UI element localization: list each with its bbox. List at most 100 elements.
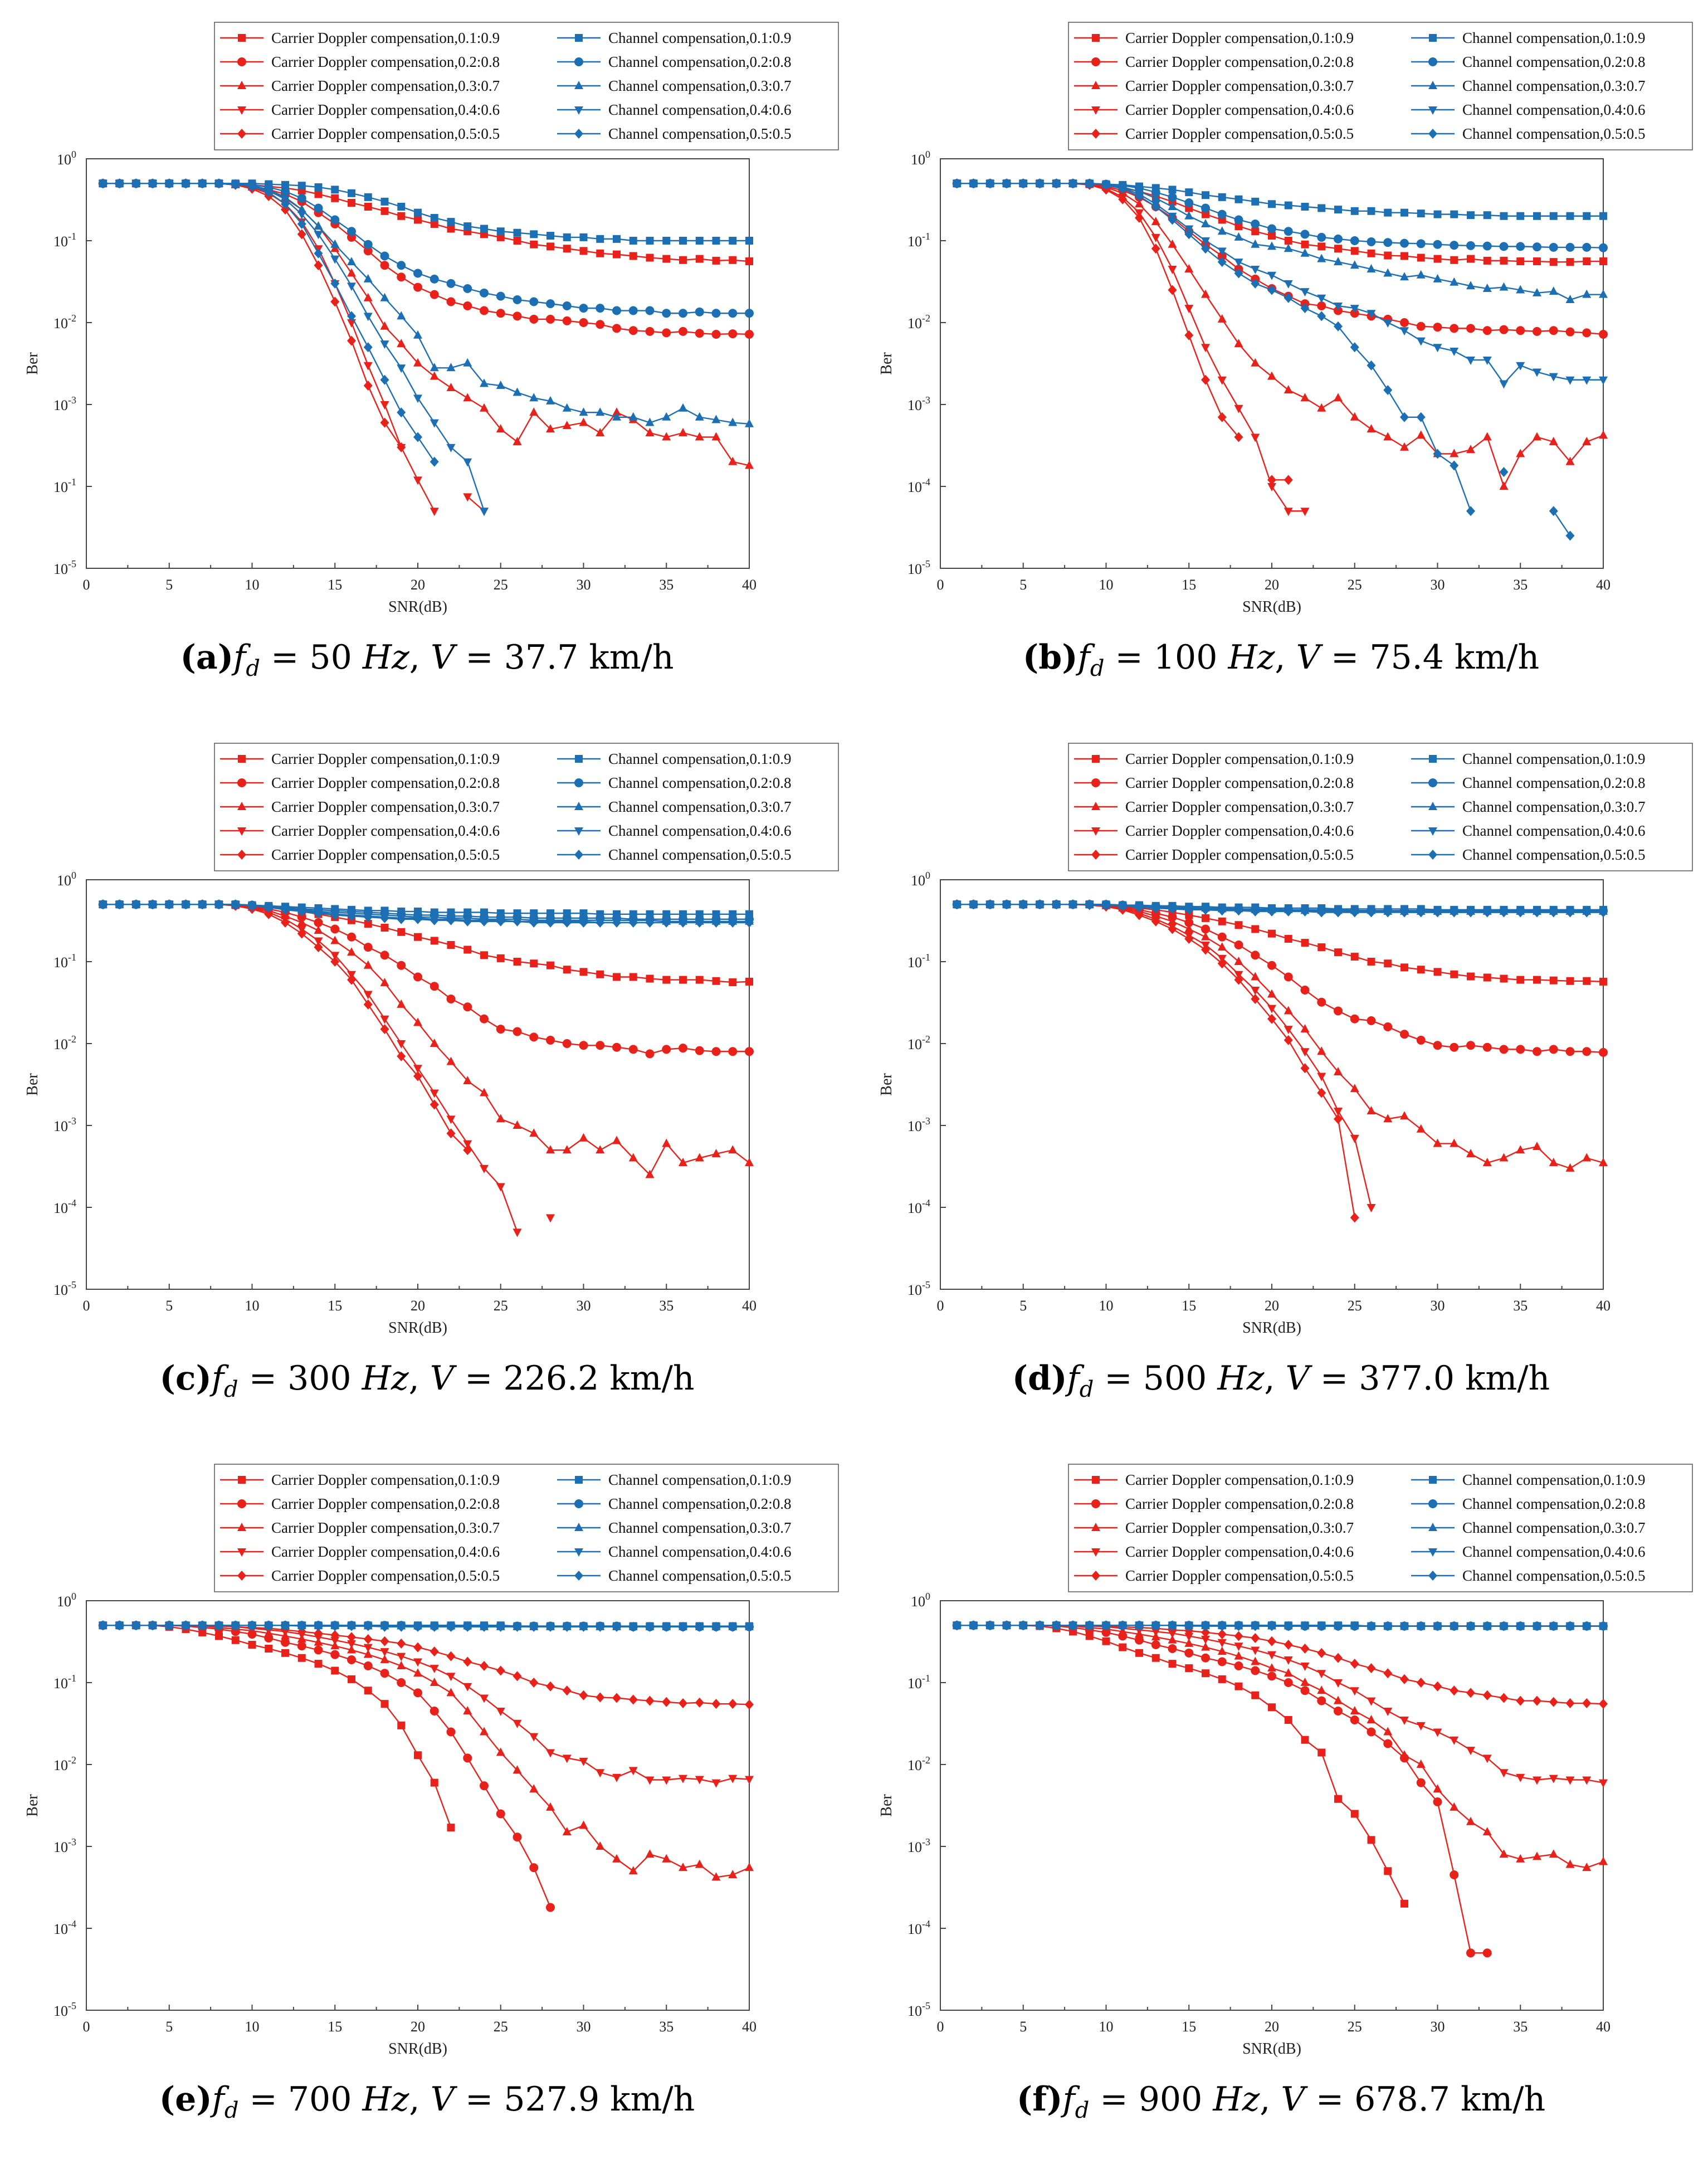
legend-marker — [1092, 1476, 1100, 1484]
data-point — [463, 916, 472, 927]
legend-box — [1068, 743, 1693, 871]
data-point — [330, 255, 340, 264]
data-point — [728, 1621, 738, 1632]
data-point — [347, 1632, 356, 1643]
data-point — [695, 1859, 704, 1868]
data-point — [1251, 1621, 1260, 1631]
data-point — [1334, 245, 1342, 253]
data-point — [1151, 201, 1160, 212]
data-point — [463, 393, 472, 402]
legend: Carrier Doppler compensation,0.1:0.9 Carr… — [214, 1464, 839, 1592]
legend-label: Channel compensation,0.4:0.6 — [1462, 1543, 1645, 1560]
data-point — [1218, 1675, 1226, 1683]
data-point — [1599, 376, 1608, 385]
data-point — [562, 917, 572, 928]
data-point — [1450, 1621, 1459, 1631]
data-point — [1482, 326, 1492, 335]
x-tick-label: 5 — [165, 1298, 173, 1314]
data-point — [1565, 376, 1575, 385]
legend-marker — [1428, 802, 1437, 810]
data-point — [496, 381, 505, 389]
data-point — [363, 1634, 373, 1644]
data-point — [1168, 1660, 1177, 1668]
data-point — [1367, 1663, 1376, 1674]
data-point — [1599, 1699, 1608, 1709]
data-point — [1234, 974, 1243, 985]
data-point — [596, 427, 605, 436]
x-tick-label: 10 — [1099, 577, 1114, 593]
data-point — [1151, 243, 1160, 254]
caption-speed-value: 75.4 km/h — [1369, 638, 1540, 677]
caption-speed-value: 37.7 km/h — [504, 638, 674, 677]
data-point — [1151, 1654, 1160, 1662]
x-tick-label: 25 — [494, 1298, 508, 1314]
data-point — [745, 1863, 754, 1871]
caption-label: (d) — [1012, 1359, 1067, 1398]
series-carrier-4 — [98, 1622, 754, 1788]
data-point — [463, 1140, 472, 1149]
x-tick-label: 30 — [1431, 2019, 1445, 2035]
series-carrier-3 — [98, 1620, 754, 1881]
data-point — [231, 1636, 240, 1644]
x-tick-label: 0 — [937, 1298, 944, 1314]
data-point — [414, 933, 422, 941]
caption-speed-symbol: , V = — [1275, 638, 1370, 677]
data-point — [1300, 288, 1310, 297]
y-tick-label: 10-1 — [53, 231, 76, 250]
data-point — [1565, 530, 1575, 541]
data-point — [397, 1660, 406, 1669]
x-tick-label: 25 — [1348, 577, 1362, 593]
data-point — [480, 225, 488, 233]
data-point — [1301, 1736, 1309, 1744]
data-point — [1267, 1671, 1276, 1681]
data-point — [1317, 403, 1326, 412]
data-point — [662, 917, 671, 928]
series-line — [957, 1625, 1604, 1705]
legend-marker — [574, 1571, 583, 1581]
data-point — [1400, 318, 1409, 327]
x-tick-label: 15 — [1182, 577, 1196, 593]
data-point — [413, 394, 422, 403]
data-point — [1267, 224, 1276, 233]
data-point — [662, 412, 671, 421]
x-tick-label: 30 — [577, 577, 591, 593]
x-tick-label: 25 — [1348, 2019, 1362, 2035]
data-point — [1367, 264, 1376, 272]
data-point — [1549, 326, 1558, 335]
data-point — [1234, 195, 1243, 203]
data-point — [1383, 1022, 1393, 1031]
data-point — [413, 1071, 422, 1081]
series-channel-3 — [952, 178, 1608, 304]
data-point — [231, 1620, 240, 1631]
data-point — [1267, 271, 1276, 280]
data-point — [1565, 1047, 1575, 1056]
data-point — [1500, 256, 1508, 265]
data-point — [1350, 1084, 1359, 1093]
data-point — [1118, 1620, 1128, 1631]
data-point — [1300, 1678, 1310, 1686]
y-tick-label: 10-5 — [53, 2000, 76, 2019]
data-point — [529, 1621, 539, 1632]
data-point — [297, 1654, 306, 1662]
data-point — [480, 1727, 489, 1736]
caption-unit: Hz — [362, 2080, 409, 2119]
data-point — [985, 178, 995, 189]
data-point — [1201, 344, 1210, 353]
y-tick-label: 10-3 — [53, 394, 76, 413]
data-point — [1533, 1851, 1541, 1860]
data-point — [1433, 907, 1442, 918]
data-point — [430, 937, 438, 945]
data-point — [1566, 258, 1574, 266]
data-point — [529, 1128, 539, 1137]
data-point — [480, 306, 489, 315]
y-tick-label: 100 — [911, 1591, 930, 1610]
data-point — [1400, 1899, 1408, 1908]
data-point — [1350, 1134, 1359, 1143]
data-point — [1549, 1045, 1558, 1054]
data-point — [1201, 904, 1210, 915]
data-point — [348, 189, 355, 197]
data-point — [347, 947, 356, 956]
data-point — [728, 456, 738, 465]
legend-box — [1068, 22, 1693, 150]
legend-label: Channel compensation,0.4:0.6 — [1462, 822, 1645, 839]
